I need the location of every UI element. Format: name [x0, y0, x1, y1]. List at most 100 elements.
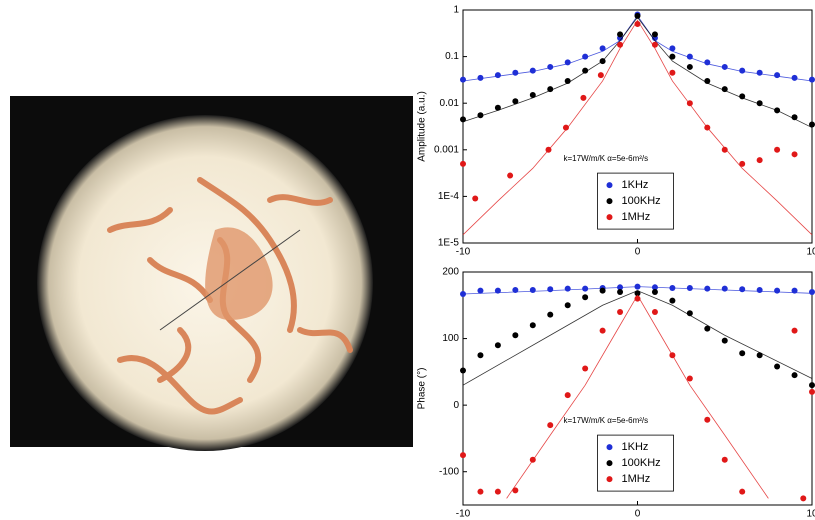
legend-label: 1MHz — [622, 473, 651, 485]
data-point — [564, 77, 571, 84]
data-point — [721, 285, 728, 292]
data-point — [774, 287, 781, 294]
x-tick-label: 10 — [806, 509, 815, 520]
data-point — [634, 283, 641, 290]
y-axis-label: Amplitude (a.u.) — [417, 91, 428, 162]
data-point — [634, 12, 641, 19]
data-point — [494, 488, 501, 495]
data-point — [477, 112, 484, 119]
data-point — [547, 311, 554, 318]
x-tick-label: -10 — [456, 509, 471, 520]
legend-swatch — [606, 198, 613, 205]
legend-swatch — [606, 444, 613, 451]
data-point — [739, 67, 746, 74]
data-point — [634, 21, 641, 28]
data-point — [634, 295, 641, 302]
legend-label: 1KHz — [622, 179, 649, 191]
data-point — [809, 382, 815, 389]
data-point — [809, 388, 815, 395]
data-point — [809, 288, 815, 295]
lens-field — [37, 115, 373, 451]
data-point — [582, 294, 589, 301]
data-point — [739, 286, 746, 293]
data-point — [756, 157, 763, 164]
data-point — [651, 41, 658, 48]
legend-swatch — [606, 214, 613, 221]
data-point — [721, 337, 728, 344]
data-point — [582, 365, 589, 372]
data-point — [651, 288, 658, 295]
data-point — [460, 367, 466, 374]
data-point — [564, 285, 571, 292]
x-tick-label: -10 — [456, 247, 471, 258]
data-point — [774, 146, 781, 153]
data-point — [739, 93, 746, 100]
data-point — [529, 67, 536, 74]
data-point — [617, 288, 624, 295]
data-point — [582, 285, 589, 292]
data-point — [564, 59, 571, 66]
data-point — [512, 69, 519, 76]
data-point — [704, 124, 711, 131]
data-point — [477, 352, 484, 359]
data-point — [774, 72, 781, 79]
data-point — [669, 69, 676, 76]
data-point — [756, 69, 763, 76]
data-point — [704, 285, 711, 292]
data-point — [580, 94, 587, 101]
y-tick-label: 0.01 — [440, 98, 460, 109]
data-point — [460, 290, 466, 297]
data-point — [756, 286, 763, 293]
y-tick-label: -100 — [439, 466, 459, 477]
data-point — [617, 308, 624, 315]
data-point — [756, 352, 763, 359]
data-point — [651, 31, 658, 38]
data-point — [582, 67, 589, 74]
data-point — [529, 91, 536, 98]
data-point — [529, 456, 536, 463]
x-tick-label: 0 — [635, 509, 641, 520]
data-point — [460, 116, 466, 123]
data-point — [494, 72, 501, 79]
data-point — [529, 286, 536, 293]
legend-swatch — [606, 460, 613, 467]
data-point — [599, 58, 606, 65]
x-tick-label: 10 — [806, 247, 815, 258]
data-point — [477, 287, 484, 294]
legend-label: 100KHz — [622, 195, 661, 207]
data-point — [791, 74, 798, 81]
data-point — [669, 45, 676, 52]
annotation: k=17W/m/K α=5e-6m²/s — [564, 154, 649, 163]
data-point — [721, 63, 728, 70]
data-point — [686, 284, 693, 291]
fit-line — [462, 19, 813, 236]
data-point — [547, 286, 554, 293]
data-point — [809, 121, 815, 128]
data-point — [704, 416, 711, 423]
data-point — [669, 284, 676, 291]
data-point — [494, 104, 501, 111]
data-point — [512, 332, 519, 339]
data-point — [545, 146, 552, 153]
data-point — [564, 302, 571, 309]
data-point — [791, 287, 798, 294]
scratch — [159, 229, 301, 331]
data-point — [512, 487, 519, 494]
data-point — [791, 372, 798, 379]
data-point — [686, 63, 693, 70]
y-tick-label: 0.001 — [434, 144, 459, 155]
data-point — [686, 53, 693, 60]
data-point — [686, 100, 693, 107]
data-point — [756, 100, 763, 107]
data-point — [512, 286, 519, 293]
data-point — [529, 322, 536, 329]
data-point — [721, 456, 728, 463]
data-point — [547, 422, 554, 429]
y-tick-label: 200 — [442, 267, 459, 278]
data-point — [512, 98, 519, 105]
data-point — [791, 151, 798, 158]
data-point — [599, 287, 606, 294]
data-point — [686, 310, 693, 317]
data-point — [617, 41, 624, 48]
